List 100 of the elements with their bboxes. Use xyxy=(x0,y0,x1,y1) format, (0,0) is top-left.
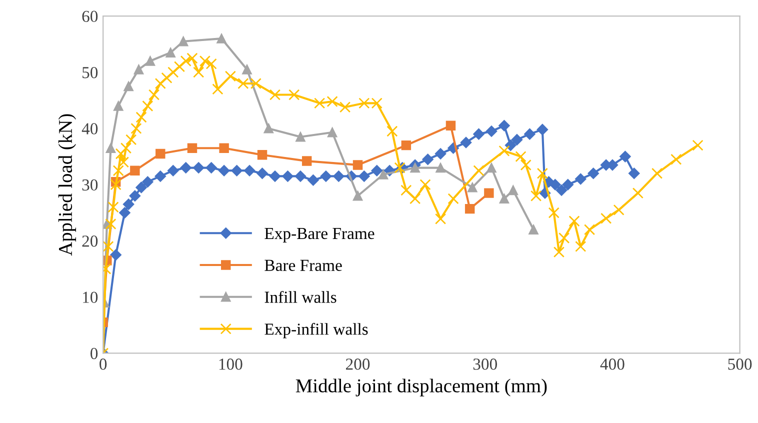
point xyxy=(206,162,217,174)
point xyxy=(115,148,126,160)
point xyxy=(386,126,398,137)
point xyxy=(515,150,526,162)
point xyxy=(553,246,565,258)
point xyxy=(333,170,344,182)
point xyxy=(118,156,130,168)
point xyxy=(108,202,119,213)
point xyxy=(436,162,446,173)
point xyxy=(401,140,412,150)
point xyxy=(327,128,338,138)
point xyxy=(530,190,542,202)
point xyxy=(206,58,217,70)
point xyxy=(308,174,319,186)
point xyxy=(193,66,204,78)
point xyxy=(269,170,281,182)
point xyxy=(670,154,682,165)
point xyxy=(460,136,472,148)
point xyxy=(464,204,475,214)
point xyxy=(446,120,456,131)
point xyxy=(282,170,294,182)
y-tick-label: 0 xyxy=(90,348,98,360)
point xyxy=(498,145,510,156)
point xyxy=(628,168,640,180)
point xyxy=(568,216,580,227)
point xyxy=(244,164,256,176)
point xyxy=(257,150,268,160)
point xyxy=(448,193,459,204)
point xyxy=(186,52,198,64)
point xyxy=(212,84,224,95)
x-tick-label: 400 xyxy=(600,358,624,370)
point xyxy=(199,55,211,67)
point xyxy=(154,78,166,90)
point xyxy=(103,240,114,252)
point xyxy=(352,160,363,170)
point xyxy=(558,232,570,244)
point xyxy=(216,34,226,44)
point xyxy=(378,170,388,180)
point xyxy=(434,148,446,160)
point xyxy=(473,165,484,176)
point xyxy=(339,102,351,113)
point xyxy=(180,55,192,67)
point xyxy=(536,124,548,136)
point xyxy=(314,98,326,109)
point xyxy=(178,36,188,46)
y-tick-label: 40 xyxy=(82,123,98,134)
point xyxy=(420,179,431,190)
point xyxy=(692,140,704,151)
point xyxy=(142,100,154,112)
point xyxy=(219,143,229,153)
point xyxy=(168,66,179,78)
point xyxy=(613,204,624,216)
point xyxy=(154,170,166,182)
point xyxy=(134,64,144,74)
y-axis-title: Applied load (kN) xyxy=(58,114,76,256)
x-tick-label: 200 xyxy=(346,358,370,370)
point xyxy=(156,148,166,159)
point xyxy=(536,168,548,179)
point xyxy=(486,162,496,173)
y-tick-label: 10 xyxy=(83,292,98,303)
point xyxy=(302,156,312,166)
point xyxy=(486,126,498,137)
point xyxy=(122,198,134,210)
point xyxy=(129,190,141,202)
point xyxy=(326,96,338,108)
point xyxy=(394,162,406,174)
point xyxy=(575,173,586,185)
point xyxy=(473,128,484,140)
point xyxy=(124,81,134,92)
x-tick-label: 100 xyxy=(219,358,242,370)
point xyxy=(575,240,586,252)
point xyxy=(296,132,306,142)
point xyxy=(484,188,494,198)
x-axis-title: Middle joint displacement (mm) xyxy=(296,378,547,396)
point xyxy=(498,120,510,132)
point xyxy=(584,224,596,236)
point xyxy=(142,176,154,188)
point xyxy=(499,194,510,204)
point xyxy=(651,168,663,179)
legend-label: Exp-infill walls xyxy=(264,322,368,338)
point xyxy=(106,143,116,153)
point xyxy=(130,122,142,134)
point xyxy=(520,159,532,171)
point xyxy=(562,179,574,190)
point xyxy=(632,188,644,199)
point xyxy=(218,164,230,176)
legend-label: Bare Frame xyxy=(264,260,342,271)
point xyxy=(358,170,370,182)
point xyxy=(148,89,160,100)
y-tick-label: 30 xyxy=(82,179,98,191)
point xyxy=(174,61,186,72)
y-tick-label: 60 xyxy=(82,10,98,22)
point xyxy=(508,185,518,196)
point xyxy=(422,154,434,165)
point xyxy=(620,150,631,162)
point xyxy=(588,168,599,180)
x-tick-label: 500 xyxy=(728,358,752,370)
point xyxy=(242,64,252,74)
point xyxy=(119,207,130,218)
point xyxy=(112,165,124,176)
